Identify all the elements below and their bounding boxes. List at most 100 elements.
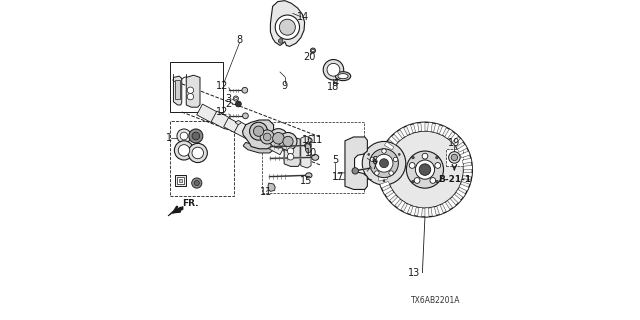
Text: 15: 15 [300,176,313,186]
Polygon shape [270,1,305,46]
Circle shape [370,157,374,162]
Polygon shape [175,80,180,99]
Text: 11: 11 [311,135,323,145]
Circle shape [188,143,207,163]
Circle shape [370,149,399,178]
Polygon shape [397,201,405,210]
Polygon shape [417,208,422,217]
Polygon shape [461,178,471,184]
Polygon shape [462,158,472,164]
Circle shape [323,60,344,80]
Circle shape [192,132,200,140]
Circle shape [398,154,400,156]
Polygon shape [450,133,458,142]
Text: 9: 9 [282,81,288,92]
Text: 18: 18 [327,82,340,92]
Polygon shape [378,162,387,167]
Polygon shape [381,148,391,155]
Text: 16: 16 [301,135,314,145]
Polygon shape [403,204,411,213]
Bar [262,122,364,193]
Circle shape [362,141,406,185]
Circle shape [177,129,191,143]
Ellipse shape [312,155,319,160]
Circle shape [327,63,340,76]
Polygon shape [421,122,425,131]
Text: 1: 1 [166,132,172,143]
Bar [223,118,241,133]
Bar [175,175,186,186]
Circle shape [378,122,472,217]
Bar [234,122,253,140]
Polygon shape [168,206,183,216]
Text: FR.: FR. [182,199,198,208]
Text: 5: 5 [332,155,339,165]
Polygon shape [379,155,388,161]
Circle shape [192,147,204,159]
Polygon shape [387,192,396,201]
Circle shape [436,156,438,159]
Circle shape [310,48,316,53]
Circle shape [312,49,314,52]
Circle shape [180,132,188,140]
Polygon shape [437,205,444,215]
Ellipse shape [305,143,311,148]
Circle shape [287,154,294,160]
Circle shape [430,178,436,183]
Circle shape [192,178,202,188]
Circle shape [273,132,284,144]
Circle shape [278,39,283,43]
Text: 17: 17 [332,172,344,182]
Polygon shape [268,183,275,191]
Polygon shape [385,142,394,150]
Circle shape [188,93,193,100]
Polygon shape [439,126,447,135]
Text: 11: 11 [259,187,272,197]
Text: TX6AB2201A: TX6AB2201A [412,296,461,305]
Text: 6: 6 [371,156,378,166]
Text: 4: 4 [332,77,339,88]
Circle shape [449,152,460,163]
Polygon shape [442,202,450,212]
Circle shape [236,101,241,107]
Text: 7: 7 [371,161,378,172]
Circle shape [174,141,194,160]
Circle shape [368,154,370,156]
Polygon shape [454,139,463,147]
Text: 10: 10 [305,148,317,158]
Polygon shape [445,129,452,139]
Circle shape [380,159,388,168]
Bar [179,179,182,182]
Polygon shape [463,165,472,170]
Text: 12: 12 [216,81,228,92]
Polygon shape [452,194,461,203]
Text: 12: 12 [216,107,228,117]
Circle shape [383,180,385,182]
Bar [248,127,269,147]
Ellipse shape [338,74,348,79]
Bar [177,177,184,184]
Bar [170,62,223,112]
Polygon shape [380,181,390,188]
Circle shape [264,133,271,141]
Text: B-21-1: B-21-1 [438,175,471,184]
Circle shape [389,171,394,175]
Circle shape [406,151,444,188]
Polygon shape [383,187,392,195]
Polygon shape [458,145,467,152]
Bar [211,111,230,129]
Circle shape [436,180,438,183]
Circle shape [189,129,203,143]
Polygon shape [392,197,400,206]
Polygon shape [186,75,200,107]
Circle shape [435,163,440,168]
Circle shape [419,164,431,175]
Text: 20: 20 [303,52,316,62]
Circle shape [387,131,463,208]
Text: 3: 3 [225,93,231,104]
Circle shape [234,96,239,101]
Polygon shape [433,124,440,133]
Circle shape [188,87,193,93]
Polygon shape [428,122,433,132]
Circle shape [242,87,248,93]
